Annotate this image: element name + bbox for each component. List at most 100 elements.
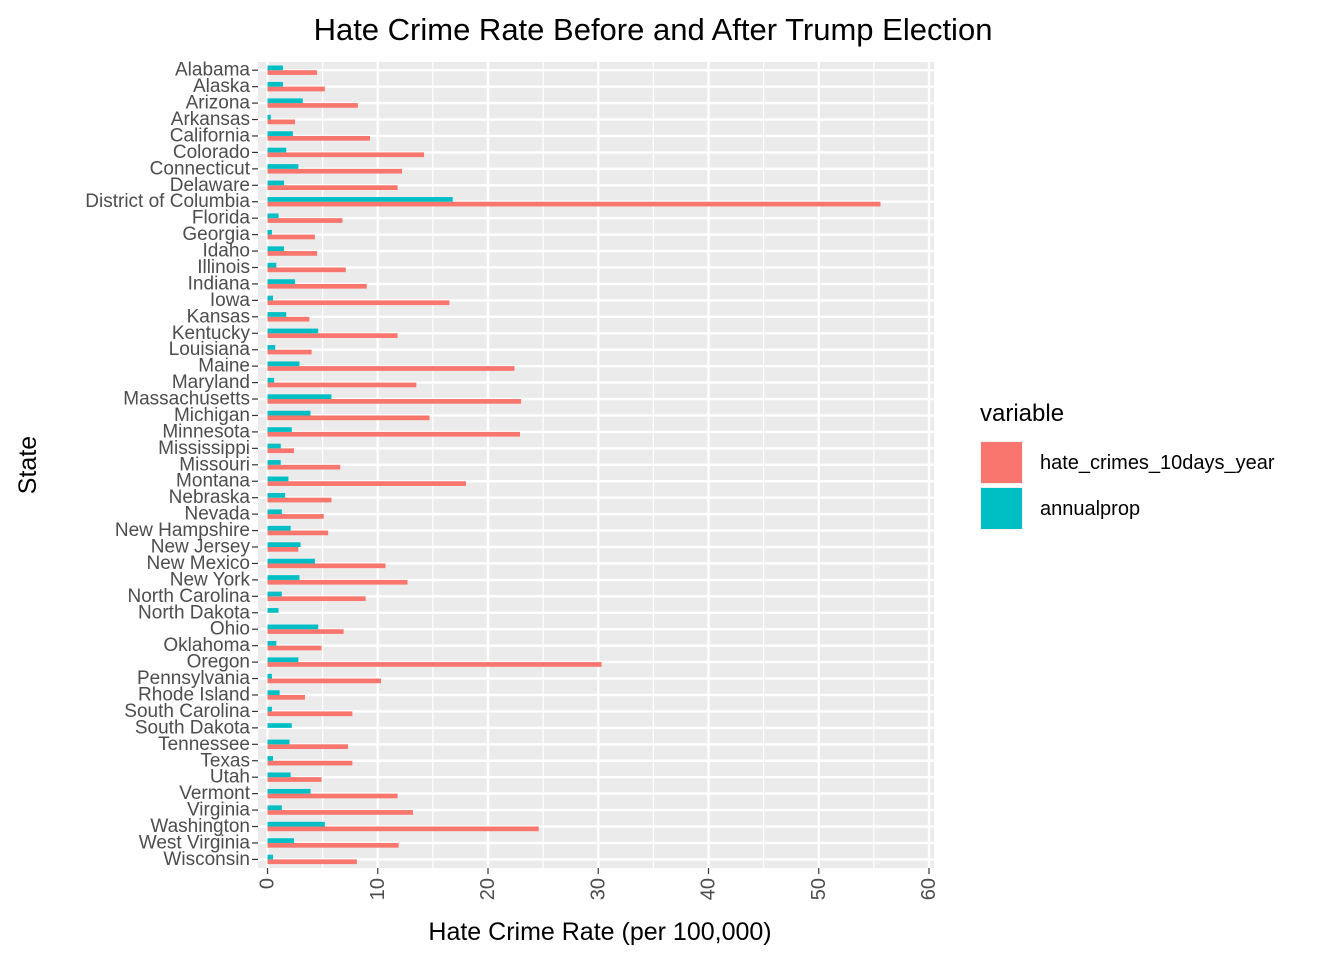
- bar-annualprop: [267, 443, 281, 449]
- bar-annualprop: [267, 394, 332, 400]
- bar-annualprop: [267, 98, 303, 104]
- y-tick-label: Louisiana: [169, 339, 251, 360]
- y-tick-label: Texas: [200, 750, 250, 771]
- bar-hate_crimes_10days_year: [267, 662, 602, 667]
- y-axis: AlabamaAlaskaArizonaArkansasCaliforniaCo…: [85, 60, 258, 870]
- y-axis-title: State: [14, 436, 42, 494]
- bar-annualprop: [267, 657, 299, 663]
- bar-hate_crimes_10days_year: [267, 103, 358, 108]
- bar-hate_crimes_10days_year: [267, 514, 324, 519]
- bar-hate_crimes_10days_year: [267, 185, 398, 190]
- y-tick-label: Wisconsin: [163, 849, 250, 870]
- bar-hate_crimes_10days_year: [267, 760, 353, 766]
- y-tick-label: Mississippi: [158, 438, 250, 459]
- y-tick-label: Alabama: [175, 60, 250, 81]
- bar-hate_crimes_10days_year: [267, 366, 515, 371]
- legend-swatch-annualprop: [981, 488, 1022, 529]
- bar-annualprop: [267, 525, 291, 531]
- x-tick-label: 60: [918, 878, 940, 900]
- bar-hate_crimes_10days_year: [267, 629, 344, 634]
- bar-annualprop: [267, 180, 285, 186]
- bar-annualprop: [267, 838, 294, 843]
- bar-annualprop: [267, 476, 289, 482]
- bar-annualprop: [267, 673, 272, 679]
- bar-annualprop: [267, 772, 291, 778]
- bar-hate_crimes_10days_year: [267, 810, 414, 815]
- y-tick-label: Maine: [198, 356, 250, 377]
- bar-annualprop: [267, 229, 272, 235]
- bar-hate_crimes_10days_year: [267, 645, 322, 651]
- bar-hate_crimes_10days_year: [267, 481, 466, 486]
- bar-hate_crimes_10days_year: [267, 234, 315, 240]
- bar-annualprop: [267, 361, 300, 367]
- bar-annualprop: [267, 558, 315, 564]
- bar-hate_crimes_10days_year: [267, 596, 366, 602]
- y-tick-label: Utah: [210, 767, 250, 788]
- bar-annualprop: [267, 492, 286, 498]
- y-tick-label: Pennsylvania: [137, 668, 250, 689]
- bar-annualprop: [267, 262, 277, 268]
- bar-hate_crimes_10days_year: [267, 349, 312, 355]
- bar-hate_crimes_10days_year: [267, 251, 318, 256]
- bar-hate_crimes_10days_year: [267, 842, 399, 848]
- x-tick-label: 30: [587, 878, 609, 900]
- bar-hate_crimes_10days_year: [267, 793, 398, 799]
- bar-annualprop: [267, 608, 279, 613]
- bar-hate_crimes_10days_year: [267, 464, 341, 470]
- y-tick-label: Alaska: [193, 76, 250, 97]
- x-tick-label: 10: [367, 878, 389, 900]
- y-tick-label: Arkansas: [171, 109, 250, 130]
- bar-annualprop: [267, 788, 311, 794]
- y-tick-label: Idaho: [202, 241, 250, 262]
- bar-hate_crimes_10days_year: [267, 431, 520, 437]
- bar-hate_crimes_10days_year: [267, 119, 296, 125]
- y-tick-label: New York: [170, 569, 251, 590]
- y-tick-label: Illinois: [197, 257, 250, 278]
- y-tick-label: Colorado: [173, 142, 250, 163]
- bar-hate_crimes_10days_year: [267, 316, 310, 322]
- y-tick-label: California: [170, 125, 251, 146]
- bar-hate_crimes_10days_year: [267, 859, 357, 865]
- y-tick-label: Kansas: [187, 306, 250, 327]
- bar-hate_crimes_10days_year: [267, 744, 348, 750]
- y-tick-label: Nebraska: [169, 487, 251, 508]
- bar-hate_crimes_10days_year: [267, 86, 325, 92]
- bar-hate_crimes_10days_year: [267, 70, 318, 75]
- bar-hate_crimes_10days_year: [267, 777, 322, 782]
- bar-hate_crimes_10days_year: [267, 300, 450, 306]
- bar-annualprop: [267, 65, 283, 71]
- bar-annualprop: [267, 739, 290, 745]
- y-tick-label: South Dakota: [135, 717, 251, 738]
- y-tick-label: Michigan: [174, 405, 250, 426]
- bar-hate_crimes_10days_year: [267, 283, 367, 289]
- x-tick-label: 0: [257, 878, 279, 889]
- y-tick-label: Connecticut: [150, 158, 251, 179]
- bar-annualprop: [267, 805, 282, 811]
- bar-annualprop: [267, 377, 275, 383]
- bar-annualprop: [267, 427, 292, 432]
- y-tick-label: Maryland: [172, 372, 250, 393]
- y-tick-label: Oklahoma: [163, 635, 250, 656]
- y-tick-label: Rhode Island: [138, 684, 250, 705]
- bar-hate_crimes_10days_year: [267, 563, 386, 569]
- bar-hate_crimes_10days_year: [267, 448, 294, 454]
- y-tick-label: Washington: [150, 816, 250, 837]
- y-tick-label: South Carolina: [124, 701, 250, 722]
- y-tick-label: District of Columbia: [85, 191, 250, 212]
- bar-annualprop: [267, 246, 285, 252]
- bar-annualprop: [267, 591, 282, 597]
- bar-hate_crimes_10days_year: [267, 135, 371, 141]
- bar-hate_crimes_10days_year: [267, 694, 305, 700]
- bar-annualprop: [267, 410, 311, 416]
- y-tick-label: Indiana: [188, 273, 251, 294]
- bar-annualprop: [267, 328, 319, 334]
- bar-hate_crimes_10days_year: [267, 530, 329, 536]
- bar-annualprop: [267, 81, 283, 87]
- y-tick-label: New Mexico: [147, 553, 250, 574]
- bar-annualprop: [267, 624, 319, 630]
- y-tick-label: Massachusetts: [123, 389, 250, 410]
- y-tick-label: North Carolina: [128, 586, 251, 607]
- bar-annualprop: [267, 114, 271, 120]
- legend-label: annualprop: [1040, 498, 1140, 520]
